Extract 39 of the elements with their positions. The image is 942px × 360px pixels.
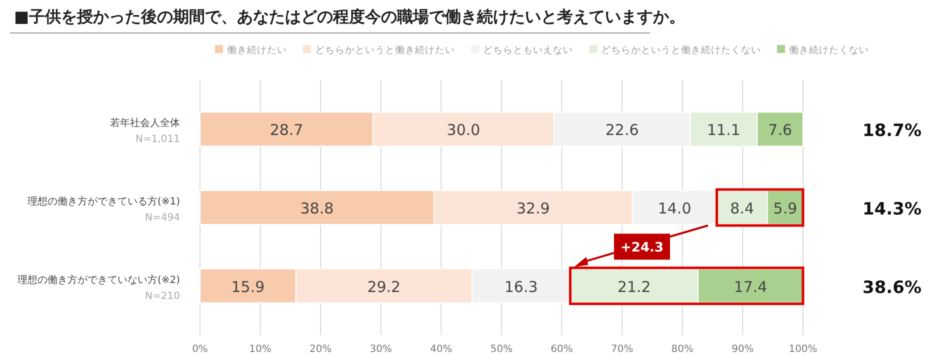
x-tick-label: 40%: [430, 344, 452, 355]
data-label: 28.7: [270, 121, 304, 140]
chart-title: ■子供を授かった後の期間で、あなたはどの程度今の職場で働き続けたいと考えていますか。: [14, 7, 686, 26]
data-label: 14.0: [658, 200, 692, 218]
legend-label: どちらかというと働き続けたい: [315, 44, 455, 56]
data-label: 8.4: [730, 200, 754, 218]
data-label: 22.6: [605, 121, 639, 140]
y-tick-label: 理想の働き方ができている方(※1) N=494: [27, 196, 180, 224]
legend-label: どちらともいえない: [483, 45, 573, 56]
x-tick-label: 80%: [671, 344, 694, 355]
x-tick-label: 60%: [550, 344, 573, 355]
x-tick-label: 30%: [370, 344, 392, 355]
x-tick-label: 0%: [192, 344, 208, 355]
x-tick-label: 100%: [788, 344, 818, 355]
y-tick-label: 理想の働き方ができていない方(※2) N=210: [17, 274, 180, 302]
x-tick-label: 50%: [490, 344, 513, 355]
text: 14.3%: [862, 200, 922, 220]
data-label: 30.0: [446, 121, 480, 140]
data-label: 5.9: [773, 200, 798, 218]
legend-label: 働き続けたくない: [789, 44, 869, 56]
text: 18.7%: [862, 121, 922, 142]
data-label: 15.9: [231, 278, 265, 296]
data-label: 29.2: [367, 278, 401, 296]
y-tick-label: 若年社会人全体 N=1,011: [110, 117, 180, 146]
text: 38.6%: [862, 278, 922, 298]
x-tick-label: 70%: [610, 344, 634, 355]
data-label: 32.9: [516, 200, 550, 218]
legend-label: どちらかというと働き続けたくない: [601, 44, 761, 56]
x-tick-label: 90%: [732, 344, 754, 355]
legend-label: 働き続けたい: [227, 44, 287, 56]
annotation: +24.3: [620, 240, 664, 256]
x-tick-label: 20%: [309, 344, 332, 355]
data-label: 11.1: [707, 121, 740, 140]
data-label: 17.4: [734, 278, 768, 296]
data-label: 7.6: [768, 121, 792, 140]
data-label: 16.3: [504, 278, 538, 296]
x-tick-label: 10%: [249, 344, 272, 355]
data-label: 38.8: [300, 200, 334, 218]
data-label: 21.2: [617, 278, 651, 296]
